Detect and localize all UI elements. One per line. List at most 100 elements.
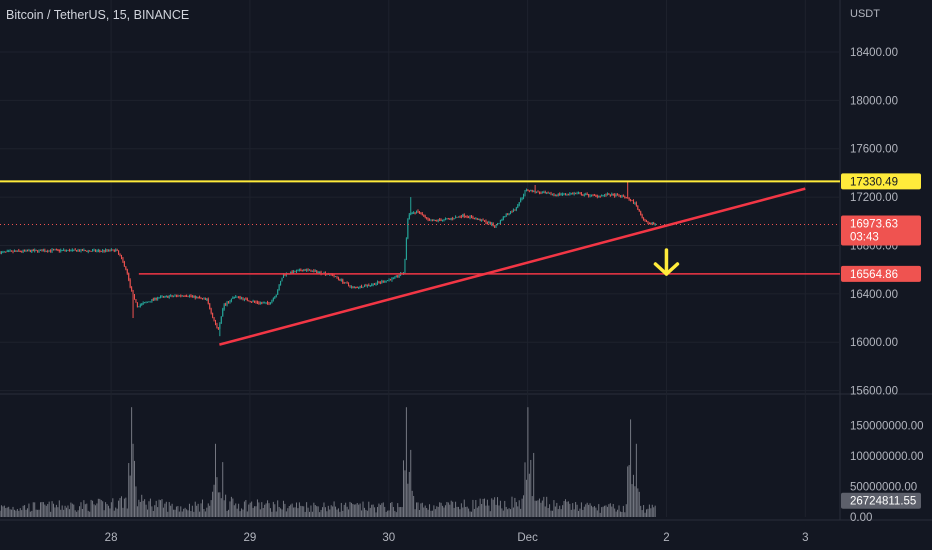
candle-body xyxy=(405,238,407,260)
candle-body xyxy=(31,249,33,252)
volume-bar xyxy=(465,506,467,517)
price-tick-label: 16000.00 xyxy=(850,337,898,349)
candle-body xyxy=(625,197,627,199)
candle-body xyxy=(453,218,455,220)
candle-body xyxy=(50,250,52,252)
volume-bar xyxy=(188,503,190,517)
candle-body xyxy=(252,301,254,303)
candle-body xyxy=(103,250,105,252)
volume-bar xyxy=(520,508,522,517)
candle-body xyxy=(18,250,20,252)
volume-bar xyxy=(434,509,436,517)
volume-bar xyxy=(11,509,13,517)
resistance-price-label-box xyxy=(841,173,921,190)
volume-bar xyxy=(186,509,188,517)
candle-body xyxy=(394,276,396,278)
candle-body xyxy=(546,192,548,194)
volume-bar xyxy=(379,504,381,517)
candle-body xyxy=(505,214,507,217)
volume-bar xyxy=(569,503,571,517)
volume-bar xyxy=(39,502,41,517)
volume-bar xyxy=(528,473,530,517)
volume-bar xyxy=(638,491,640,517)
candle-body xyxy=(557,193,559,196)
candle-body xyxy=(418,211,420,214)
candle-body xyxy=(651,222,653,224)
volume-bar xyxy=(167,511,169,517)
volume-bar xyxy=(171,503,173,517)
candle-body xyxy=(129,279,131,288)
volume-bar xyxy=(160,500,162,517)
candle-body xyxy=(236,296,238,298)
volume-bar xyxy=(363,507,365,517)
candle-body xyxy=(310,269,312,272)
candle-body xyxy=(563,193,565,195)
volume-bar xyxy=(534,500,536,517)
candle-body xyxy=(575,193,577,195)
volume-bar xyxy=(204,511,206,517)
volume-bar xyxy=(251,501,253,517)
candle-body xyxy=(439,219,441,221)
candle-body xyxy=(25,250,27,252)
candle-body xyxy=(413,212,415,214)
volume-bar xyxy=(329,509,331,517)
volume-bar xyxy=(614,508,616,517)
candle-body xyxy=(424,216,426,218)
volume-bar xyxy=(113,510,115,517)
candle-body xyxy=(608,193,610,195)
candle-body xyxy=(162,296,164,298)
candle-body xyxy=(161,296,163,298)
candle-body xyxy=(645,221,647,223)
candle-body xyxy=(423,215,425,217)
candle-body xyxy=(353,287,355,289)
volume-bar xyxy=(246,511,248,517)
candle-body xyxy=(501,220,503,222)
candle-body xyxy=(478,218,480,220)
volume-bar xyxy=(295,502,297,517)
volume-bar xyxy=(148,501,150,517)
candle-body xyxy=(219,323,221,329)
candle-body xyxy=(398,275,400,277)
volume-bar xyxy=(120,496,122,517)
volume-bar xyxy=(408,471,410,517)
volume-bar xyxy=(282,500,284,517)
volume-bar xyxy=(395,512,397,517)
candle-body xyxy=(498,222,500,225)
volume-bar xyxy=(648,504,650,517)
candle-body xyxy=(38,250,40,252)
candle-body xyxy=(267,302,269,304)
volume-bar xyxy=(327,505,329,517)
candle-body xyxy=(175,295,177,297)
candle-body xyxy=(66,250,68,252)
candle-body xyxy=(511,211,513,213)
volume-bar xyxy=(66,507,68,517)
volume-bar xyxy=(433,505,435,517)
volume-bar xyxy=(608,504,610,517)
volume-bar xyxy=(595,507,597,517)
candle-body xyxy=(447,218,449,220)
volume-bar xyxy=(42,502,44,517)
volume-bar xyxy=(168,502,170,517)
candle-body xyxy=(29,250,31,252)
volume-tick-label: 0.00 xyxy=(850,512,872,524)
candle-body xyxy=(644,220,646,222)
candle-body xyxy=(355,287,357,289)
candle-body xyxy=(641,215,643,219)
volume-bar xyxy=(585,504,587,517)
volume-bar xyxy=(440,502,442,517)
candle-body xyxy=(499,220,501,223)
candle-body xyxy=(188,295,190,297)
volume-bar xyxy=(83,500,85,517)
resistance-price-label-text: 17330.49 xyxy=(850,176,898,188)
candle-body xyxy=(622,195,624,197)
candle-body xyxy=(184,296,186,298)
volume-bar xyxy=(0,505,2,517)
volume-bar xyxy=(468,508,470,517)
volume-bar xyxy=(183,508,185,517)
volume-bar xyxy=(411,490,413,517)
candle-body xyxy=(28,250,30,252)
candle-body xyxy=(262,302,264,304)
candle-body xyxy=(349,285,351,288)
candle-body xyxy=(346,282,348,284)
